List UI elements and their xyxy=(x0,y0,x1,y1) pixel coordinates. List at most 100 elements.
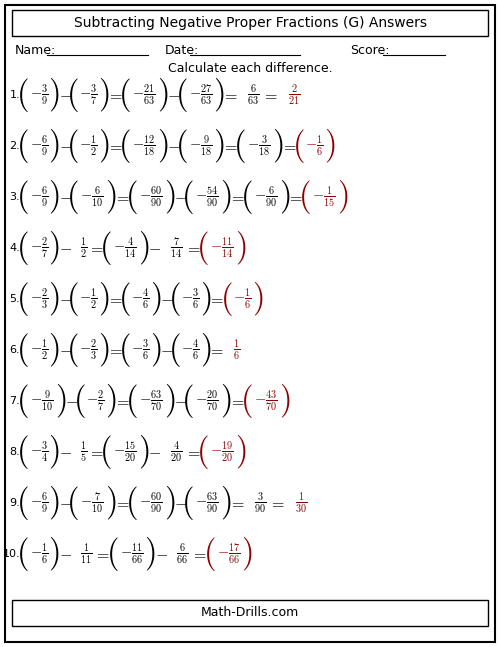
Text: $($: $($ xyxy=(66,484,79,522)
Text: $)$: $)$ xyxy=(164,485,175,521)
Text: $=$: $=$ xyxy=(114,393,130,408)
Text: $-\frac{6}{9}$: $-\frac{6}{9}$ xyxy=(30,134,48,159)
Text: $($: $($ xyxy=(181,484,194,522)
Text: $-\frac{1}{2}$: $-\frac{1}{2}$ xyxy=(80,287,98,311)
Text: $)$: $)$ xyxy=(272,127,283,164)
Text: $($: $($ xyxy=(124,484,138,522)
Text: 1.: 1. xyxy=(10,90,20,100)
Text: $=$: $=$ xyxy=(280,138,297,153)
Text: $)$: $)$ xyxy=(200,331,211,369)
Text: $=$: $=$ xyxy=(107,342,123,358)
Text: 8.: 8. xyxy=(9,447,20,457)
Text: $)$: $)$ xyxy=(105,485,117,521)
Text: $=$: $=$ xyxy=(228,190,245,204)
Text: $-\frac{2}{7}$: $-\frac{2}{7}$ xyxy=(30,236,48,260)
Text: $-\frac{1}{2}$: $-\frac{1}{2}$ xyxy=(80,134,98,159)
Text: $)$: $)$ xyxy=(98,127,110,164)
Text: $\frac{1}{6}$: $\frac{1}{6}$ xyxy=(233,338,240,362)
Text: $($: $($ xyxy=(106,535,118,573)
Text: Math-Drills.com: Math-Drills.com xyxy=(201,606,299,619)
Text: $)$: $)$ xyxy=(220,485,232,521)
Text: $-$: $-$ xyxy=(160,342,173,358)
Text: $\frac{4}{20}$: $\frac{4}{20}$ xyxy=(170,440,182,465)
Text: $-\frac{2}{7}$: $-\frac{2}{7}$ xyxy=(86,389,104,413)
Text: $-\frac{1}{2}$: $-\frac{1}{2}$ xyxy=(30,338,48,362)
Text: $)$: $)$ xyxy=(278,382,290,419)
Text: $-\frac{4}{6}$: $-\frac{4}{6}$ xyxy=(131,287,150,311)
Text: $($: $($ xyxy=(174,127,187,165)
Text: $-\frac{2}{3}$: $-\frac{2}{3}$ xyxy=(80,338,98,362)
Text: $-$: $-$ xyxy=(58,138,71,153)
Text: 3.: 3. xyxy=(10,192,20,202)
Text: 10.: 10. xyxy=(2,549,20,559)
Text: $=$: $=$ xyxy=(208,342,225,358)
Text: $)$: $)$ xyxy=(105,382,117,419)
Text: $)$: $)$ xyxy=(48,230,60,267)
Text: $-$: $-$ xyxy=(66,393,78,408)
Text: $-\frac{63}{70}$: $-\frac{63}{70}$ xyxy=(138,389,162,413)
Text: $($: $($ xyxy=(73,382,86,420)
Text: $-\frac{3}{6}$: $-\frac{3}{6}$ xyxy=(131,338,150,362)
Text: $($: $($ xyxy=(16,433,29,471)
Text: $-$: $-$ xyxy=(58,342,71,358)
Text: $-$: $-$ xyxy=(58,190,71,204)
Text: $($: $($ xyxy=(240,178,252,216)
Text: $-\frac{1}{6}$: $-\frac{1}{6}$ xyxy=(305,134,324,159)
Text: $($: $($ xyxy=(16,127,29,165)
Text: $=$: $=$ xyxy=(88,444,104,459)
Text: $)$: $)$ xyxy=(150,331,162,369)
Text: $=$: $=$ xyxy=(94,547,110,562)
Text: $)$: $)$ xyxy=(48,331,60,369)
Text: $($: $($ xyxy=(181,178,194,216)
Text: $-\frac{54}{90}$: $-\frac{54}{90}$ xyxy=(195,185,219,209)
Text: $-$: $-$ xyxy=(148,444,161,459)
Text: $)$: $)$ xyxy=(164,382,175,419)
Text: $\frac{7}{14}$: $\frac{7}{14}$ xyxy=(170,236,182,260)
Text: $)$: $)$ xyxy=(48,127,60,164)
Text: $=$: $=$ xyxy=(107,87,123,102)
Text: $-\frac{6}{90}$: $-\frac{6}{90}$ xyxy=(254,185,278,209)
Text: $=$: $=$ xyxy=(114,496,130,510)
Text: 7.: 7. xyxy=(9,396,20,406)
Text: $($: $($ xyxy=(292,127,304,165)
Text: $\frac{2}{21}$: $\frac{2}{21}$ xyxy=(288,83,300,107)
Text: $-$: $-$ xyxy=(148,241,161,256)
Text: $($: $($ xyxy=(118,127,130,165)
Text: Name:: Name: xyxy=(15,43,56,56)
Text: $)$: $)$ xyxy=(157,127,168,164)
Text: $($: $($ xyxy=(16,331,29,369)
Text: $($: $($ xyxy=(233,127,246,165)
Text: $)$: $)$ xyxy=(55,382,66,419)
Text: $)$: $)$ xyxy=(252,281,263,318)
Text: $)$: $)$ xyxy=(200,281,211,318)
Text: $=$: $=$ xyxy=(228,496,245,510)
Text: $-\frac{63}{90}$: $-\frac{63}{90}$ xyxy=(195,490,219,515)
Text: $)$: $)$ xyxy=(220,382,232,419)
Text: $-\frac{2}{3}$: $-\frac{2}{3}$ xyxy=(30,287,48,311)
Text: $)$: $)$ xyxy=(98,331,110,369)
Text: $($: $($ xyxy=(66,178,79,216)
Text: $($: $($ xyxy=(202,535,215,573)
Text: $)$: $)$ xyxy=(48,281,60,318)
Text: $-\frac{12}{18}$: $-\frac{12}{18}$ xyxy=(132,134,156,159)
Text: $=$: $=$ xyxy=(228,393,245,408)
Text: $=$: $=$ xyxy=(184,444,201,459)
Text: 9.: 9. xyxy=(9,498,20,508)
Text: $-\frac{6}{9}$: $-\frac{6}{9}$ xyxy=(30,490,48,515)
Text: $($: $($ xyxy=(66,127,79,165)
Text: $($: $($ xyxy=(118,280,130,318)
Text: $-\frac{60}{90}$: $-\frac{60}{90}$ xyxy=(138,185,162,209)
Text: 5.: 5. xyxy=(10,294,20,304)
Text: $-\frac{11}{14}$: $-\frac{11}{14}$ xyxy=(210,236,234,260)
Text: $($: $($ xyxy=(168,280,180,318)
Text: $)$: $)$ xyxy=(48,179,60,215)
Text: $)$: $)$ xyxy=(214,76,224,113)
Text: $=$: $=$ xyxy=(269,496,285,510)
Text: $=$: $=$ xyxy=(288,190,304,204)
Text: $($: $($ xyxy=(66,331,79,369)
Text: $=$: $=$ xyxy=(184,241,201,256)
Text: $)$: $)$ xyxy=(98,281,110,318)
Text: $-\frac{3}{7}$: $-\frac{3}{7}$ xyxy=(80,83,98,107)
Text: $($: $($ xyxy=(16,484,29,522)
Text: $($: $($ xyxy=(118,76,130,114)
